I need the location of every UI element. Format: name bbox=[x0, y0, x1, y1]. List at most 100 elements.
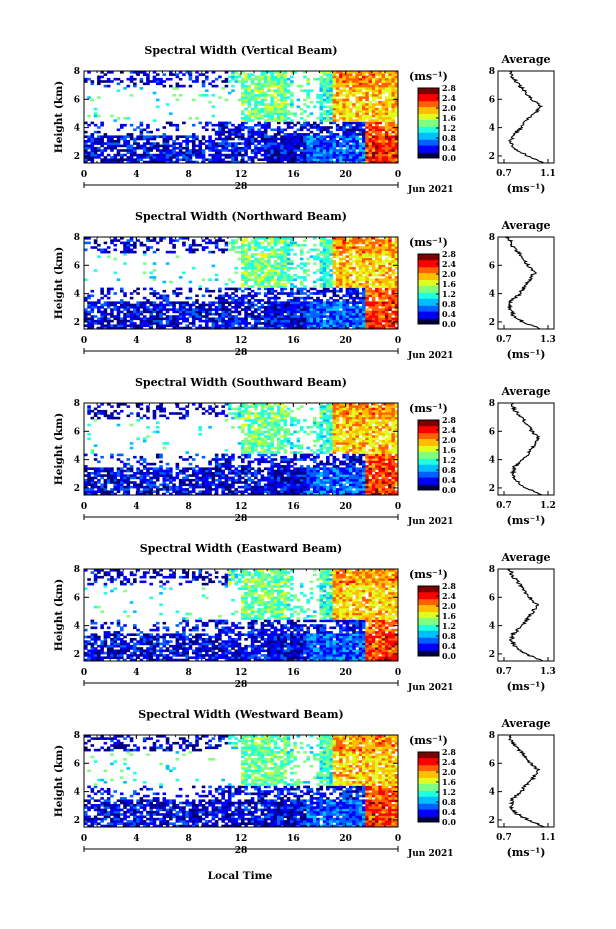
heatmap-cell bbox=[326, 306, 330, 309]
heatmap-cell bbox=[195, 156, 199, 159]
heatmap-cell bbox=[348, 253, 353, 256]
colorbar-swatch bbox=[418, 110, 439, 112]
heatmap-cell bbox=[214, 296, 219, 300]
heatmap-cell bbox=[329, 296, 333, 300]
heatmap-cell bbox=[316, 94, 320, 97]
heatmap-cell bbox=[172, 289, 176, 293]
heatmap-cell bbox=[263, 239, 268, 242]
heatmap-cell bbox=[159, 135, 163, 138]
heatmap-cell bbox=[355, 312, 360, 316]
heatmap-cell bbox=[394, 287, 399, 291]
heatmap-cell bbox=[247, 294, 252, 298]
heatmap-cell bbox=[290, 289, 294, 293]
heatmap-cell bbox=[198, 315, 203, 318]
heatmap-cell bbox=[237, 123, 242, 127]
heatmap-cell bbox=[191, 324, 196, 327]
heatmap-cell bbox=[362, 299, 366, 302]
heatmap-cell bbox=[280, 312, 284, 316]
heatmap-cell bbox=[241, 253, 245, 256]
heatmap-cell bbox=[123, 144, 127, 148]
heatmap-cell bbox=[260, 276, 265, 279]
heatmap-cell bbox=[368, 82, 373, 86]
heatmap-cell bbox=[155, 312, 160, 316]
heatmap-cell bbox=[368, 142, 373, 145]
heatmap-cell bbox=[110, 142, 114, 145]
heatmap-cell bbox=[388, 250, 392, 254]
heatmap-cell bbox=[126, 142, 131, 145]
heatmap-cell bbox=[388, 273, 392, 277]
heatmap-cell bbox=[152, 306, 157, 309]
heatmap-cell bbox=[375, 84, 379, 88]
heatmap-cell bbox=[90, 310, 95, 314]
heatmap-cell bbox=[345, 303, 350, 307]
heatmap-cell bbox=[254, 264, 258, 268]
heatmap-cell bbox=[371, 289, 376, 293]
heatmap-cell bbox=[175, 156, 180, 159]
heatmap-cell bbox=[221, 308, 225, 311]
heatmap-cell bbox=[290, 276, 294, 279]
heatmap-cell bbox=[97, 137, 101, 141]
heatmap-cell bbox=[231, 130, 235, 134]
heatmap-cell bbox=[97, 299, 101, 302]
heatmap-cell bbox=[211, 149, 216, 152]
heatmap-cell bbox=[247, 144, 252, 148]
heatmap-cell bbox=[345, 107, 350, 111]
colorbar-swatch bbox=[418, 256, 439, 258]
heatmap-cell bbox=[152, 156, 157, 159]
heatmap-cell bbox=[375, 137, 379, 141]
heatmap-cell bbox=[381, 285, 386, 288]
heatmap-cell bbox=[391, 100, 396, 104]
heatmap-cell bbox=[273, 144, 278, 148]
heatmap-cell bbox=[306, 262, 310, 265]
x-tick-label: 0 bbox=[81, 170, 87, 180]
heatmap-cell bbox=[368, 315, 373, 318]
heatmap-cell bbox=[348, 271, 353, 275]
heatmap-cell bbox=[97, 140, 101, 143]
heatmap-cell bbox=[123, 158, 127, 161]
heatmap-cell bbox=[339, 287, 343, 291]
heatmap-cell bbox=[355, 276, 360, 279]
heatmap-cell bbox=[126, 462, 131, 466]
heatmap-cell bbox=[368, 237, 373, 240]
heatmap-cell bbox=[175, 255, 180, 258]
heatmap-cell bbox=[178, 77, 183, 81]
heatmap-cell bbox=[267, 257, 271, 261]
heatmap-cell bbox=[306, 128, 310, 132]
heatmap-cell bbox=[116, 412, 121, 415]
heatmap-cell bbox=[280, 105, 284, 109]
heatmap-cell bbox=[322, 310, 327, 314]
heatmap-cell bbox=[231, 299, 235, 302]
heatmap-cell bbox=[371, 103, 376, 106]
heatmap-cell bbox=[358, 306, 363, 309]
heatmap-cell bbox=[342, 326, 346, 330]
heatmap-cell bbox=[260, 84, 265, 88]
heatmap-cell bbox=[299, 262, 304, 265]
heatmap-cell bbox=[247, 140, 252, 143]
heatmap-cell bbox=[326, 319, 330, 323]
heatmap-cell bbox=[362, 137, 366, 141]
heatmap-cell bbox=[283, 273, 288, 277]
heatmap-cell bbox=[257, 128, 261, 132]
colorbar-swatch bbox=[418, 317, 439, 319]
heatmap-cell bbox=[345, 105, 350, 109]
heatmap-cell bbox=[136, 126, 140, 129]
heatmap-cell bbox=[273, 128, 278, 132]
heatmap-cell bbox=[162, 156, 167, 159]
heatmap-cell bbox=[276, 241, 281, 245]
heatmap-cell bbox=[375, 149, 379, 152]
heatmap-cell bbox=[319, 137, 324, 141]
heatmap-cell bbox=[257, 278, 261, 281]
heatmap-cell bbox=[332, 149, 337, 152]
heatmap-cell bbox=[155, 248, 160, 252]
heatmap-cell bbox=[267, 248, 271, 252]
heatmap-cell bbox=[103, 492, 108, 496]
heatmap-cell bbox=[306, 80, 310, 83]
heatmap-cell bbox=[126, 458, 131, 461]
heatmap-cell bbox=[175, 294, 180, 298]
heatmap-cell bbox=[139, 303, 144, 307]
heatmap-cell bbox=[208, 303, 212, 307]
average-x-axis-label: (ms⁻¹) bbox=[507, 348, 546, 361]
heatmap-cell bbox=[175, 160, 180, 164]
heatmap-cell bbox=[394, 283, 399, 286]
heatmap-cell bbox=[276, 280, 281, 284]
